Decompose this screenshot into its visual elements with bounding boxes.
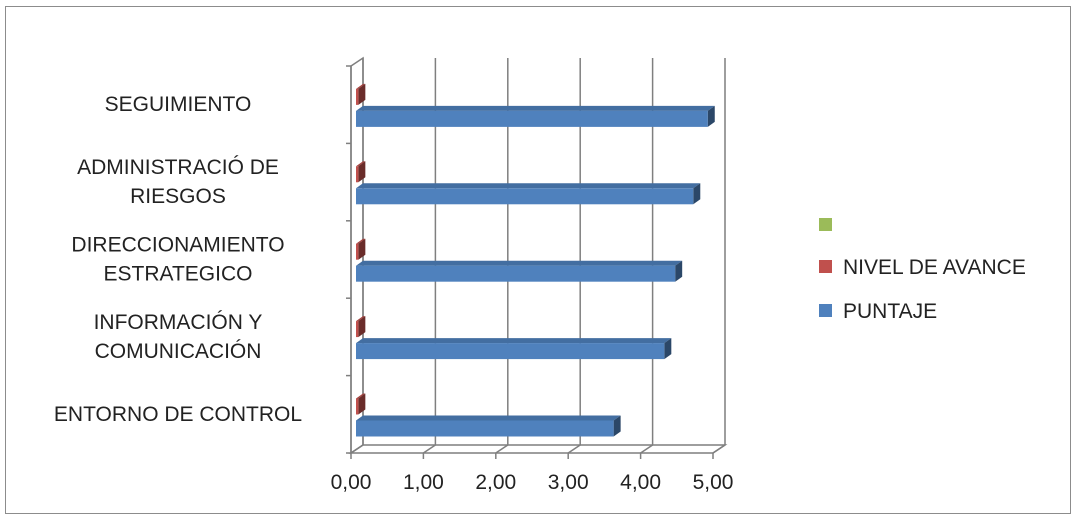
category-label: DIRECCIONAMIENTO <box>71 233 284 256</box>
category-label: COMUNICACIÓN <box>95 340 262 363</box>
bar-nivel-de-avance-side <box>358 393 366 415</box>
category-label: ESTRATEGICO <box>104 262 253 285</box>
legend-item: NIVEL DE AVANCE <box>819 256 1026 279</box>
floor <box>348 444 728 454</box>
bar-nivel-de-avance-front <box>356 88 359 105</box>
grid-floor-line <box>567 444 581 454</box>
bar-puntaje <box>356 338 672 360</box>
bar-nivel-de-avance-side <box>358 83 366 105</box>
bars <box>356 83 715 437</box>
bar-nivel-de-avance <box>356 238 366 260</box>
bar-puntaje-top <box>356 415 621 421</box>
category-label: ENTORNO DE CONTROL <box>54 403 302 426</box>
bar-puntaje-side <box>675 260 683 282</box>
grid-floor-line <box>422 444 436 454</box>
bar-nivel-de-avance-side <box>358 238 366 260</box>
bar-nivel-de-avance-front <box>356 398 359 415</box>
category-label: SEGUIMIENTO <box>105 93 252 116</box>
bar-puntaje-front <box>356 265 676 282</box>
x-tick-label: 2,00 <box>475 471 516 494</box>
bar-puntaje-front <box>356 188 694 205</box>
bar-nivel-de-avance <box>356 161 366 183</box>
legend-swatch <box>819 260 832 273</box>
bar-puntaje-side <box>613 415 621 437</box>
legend-label: NIVEL DE AVANCE <box>843 256 1026 279</box>
x-tick-label: 4,00 <box>620 471 661 494</box>
bar-puntaje <box>356 105 715 127</box>
bar-puntaje-front <box>356 420 614 437</box>
bar-nivel-de-avance-front <box>356 243 359 260</box>
grid-floor-line <box>712 444 726 454</box>
bar-nivel-de-avance-front <box>356 321 359 338</box>
x-tick-label: 3,00 <box>548 471 589 494</box>
category-labels: ENTORNO DE CONTROL INFORMACIÓN Y COMUNICAC… <box>54 93 302 426</box>
bar-nivel-de-avance <box>356 393 366 415</box>
legend-item <box>819 218 832 231</box>
bar-puntaje-side <box>693 183 701 205</box>
bar-nivel-de-avance-top <box>356 316 366 322</box>
bar-puntaje-top <box>356 338 672 344</box>
bar-puntaje-front <box>356 110 708 127</box>
bar-nivel-de-avance-top <box>356 83 366 89</box>
category-label: ADMINISTRACIÓ DE <box>77 156 279 179</box>
category-label: INFORMACIÓN Y <box>94 311 263 334</box>
bar-nivel-de-avance <box>356 83 366 105</box>
tick-labels: 0,00 1,00 2,00 3,00 4,00 5,00 <box>331 471 734 494</box>
bar-puntaje <box>356 183 701 205</box>
bar-nivel-de-avance <box>356 316 366 338</box>
bar-puntaje-side <box>664 338 672 360</box>
bar-nivel-de-avance-side <box>358 161 366 183</box>
bar-nivel-de-avance-top <box>356 393 366 399</box>
x-tick-label: 1,00 <box>403 471 444 494</box>
bar-puntaje-side <box>707 105 715 127</box>
bar-puntaje <box>356 415 621 437</box>
legend-label: PUNTAJE <box>843 300 937 323</box>
bar-nivel-de-avance-front <box>356 166 359 183</box>
bar-nivel-de-avance-top <box>356 238 366 244</box>
x-tick-label: 5,00 <box>693 471 734 494</box>
legend-swatch <box>819 304 832 317</box>
bar-puntaje-top <box>356 183 701 189</box>
grid-floor-line <box>640 444 654 454</box>
legend: NIVEL DE AVANCE PUNTAJE <box>819 218 1026 323</box>
bar-puntaje-front <box>356 343 665 360</box>
bar-puntaje <box>356 260 683 282</box>
grid-floor-line <box>350 444 364 454</box>
bar-puntaje-top <box>356 105 715 111</box>
bar-nivel-de-avance-side <box>358 316 366 338</box>
category-label: RIESGOS <box>130 185 226 208</box>
x-tick-label: 0,00 <box>331 471 372 494</box>
value-axis <box>346 65 714 459</box>
legend-swatch <box>819 218 832 231</box>
grid-floor-line <box>495 444 509 454</box>
legend-item: PUNTAJE <box>819 300 937 323</box>
bar-nivel-de-avance-top <box>356 161 366 167</box>
bar-puntaje-top <box>356 260 683 266</box>
